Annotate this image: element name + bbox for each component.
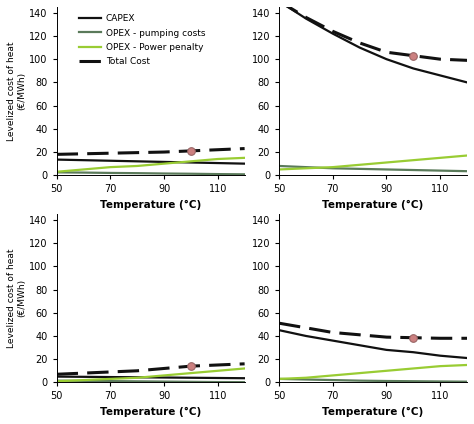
Y-axis label: Levelized cost of heat
(€/MWh): Levelized cost of heat (€/MWh) [7, 248, 27, 348]
X-axis label: Temperature (°C): Temperature (°C) [322, 407, 424, 417]
X-axis label: Temperature (°C): Temperature (°C) [322, 200, 424, 210]
X-axis label: Temperature (°C): Temperature (°C) [100, 407, 201, 417]
Legend: CAPEX, OPEX - pumping costs, OPEX - Power penalty, Total Cost: CAPEX, OPEX - pumping costs, OPEX - Powe… [76, 11, 208, 69]
X-axis label: Temperature (°C): Temperature (°C) [100, 200, 201, 210]
Y-axis label: Levelized cost of heat
(€/MWh): Levelized cost of heat (€/MWh) [7, 42, 27, 141]
